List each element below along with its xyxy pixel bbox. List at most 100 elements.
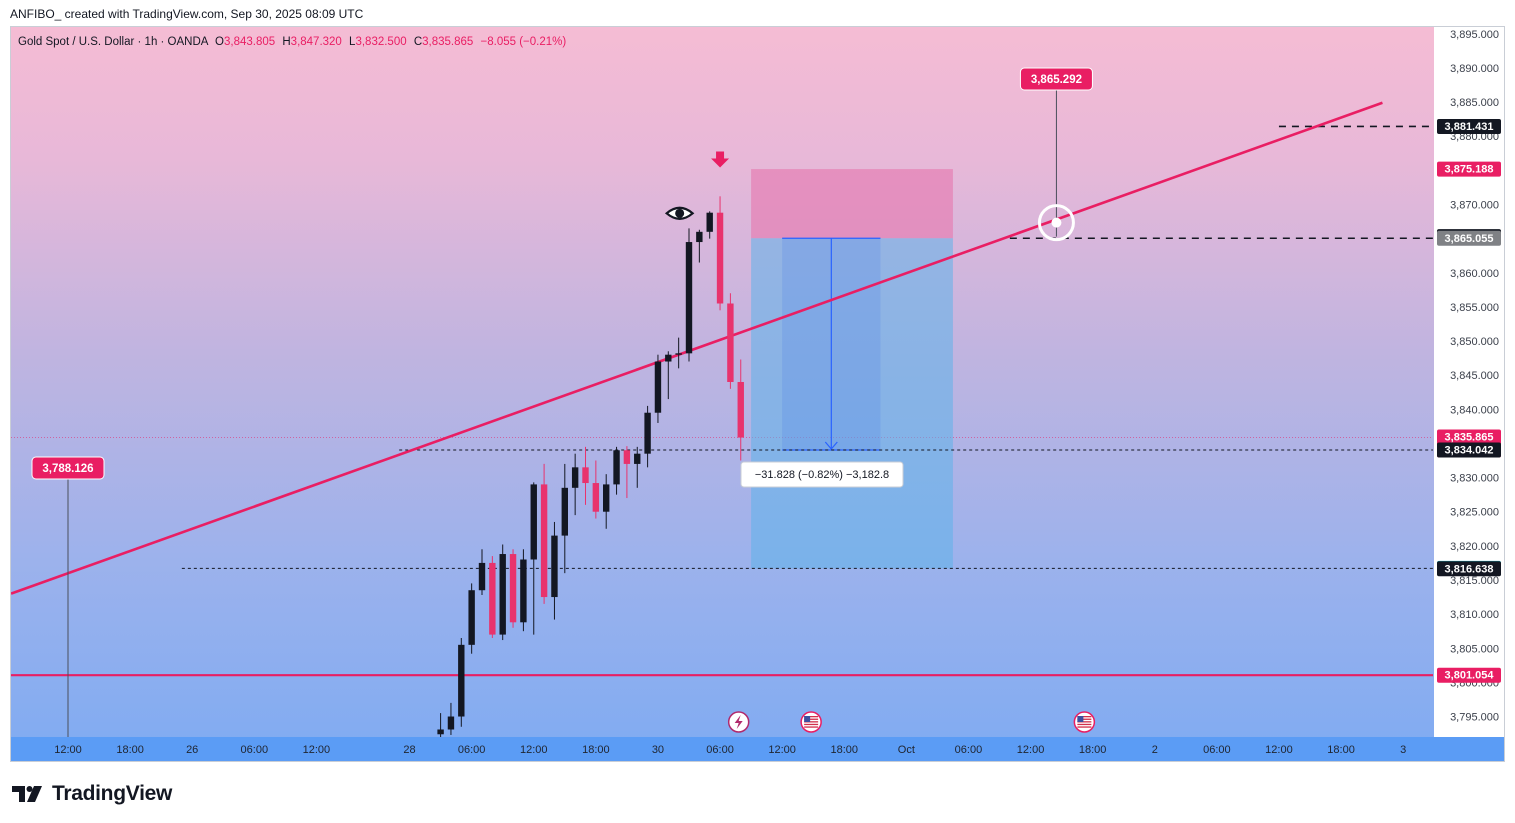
candle-51[interactable] [592,460,600,519]
time-axis[interactable]: 12:00 18:00 26 06:00 12:00 28 06:00 12:00 18:00 3… [11,737,1505,762]
candle-46[interactable] [540,463,548,604]
time-tick-label: 06:00 [458,744,486,756]
symbol-info: Gold Spot / U.S. Dollar · 1h · OANDA O3,… [18,36,566,48]
tradingview-brand: TradingView [52,782,173,805]
callout-box[interactable] [1019,67,1093,91]
price-callout[interactable]: 3,788.126 [31,456,105,480]
candle-body [437,729,444,735]
event-bolt [734,715,743,729]
price-tag[interactable]: 3,834.042 [1437,442,1501,458]
price-tag[interactable]: 3,816.638 [1437,561,1501,577]
price-tick-label: 3,840.000 [1450,404,1499,416]
time-tick-label: 30 [652,744,664,756]
candle-41[interactable] [489,556,496,639]
price-tag[interactable]: 3,865.055 [1437,230,1501,246]
candle-45[interactable] [530,482,537,635]
time-tick-label: 06:00 [706,744,734,756]
price-tick-label: 3,820.000 [1450,541,1499,553]
flag-stripe [804,726,819,728]
candle-body [634,453,641,464]
candle-52[interactable] [603,474,610,529]
price-tag-label: 3,801.054 [1445,670,1495,682]
candle-body [623,450,631,464]
high-label: H [282,36,291,48]
price-tag-label: 3,881.431 [1445,121,1494,133]
candle-body [509,554,517,623]
time-tick-label: 18:00 [1079,744,1107,756]
candle-60[interactable] [685,228,693,362]
economic-event-icon[interactable] [727,711,750,733]
price-axis[interactable]: 3,795.0003,800.0003,805.0003,810.0003,81… [1434,27,1505,762]
target-circle-icon[interactable] [1037,204,1075,242]
candle-48[interactable] [561,463,568,574]
candle-body [561,487,568,536]
price-tag[interactable]: 3,801.054 [1437,667,1501,683]
time-tick-label: 2 [1152,744,1158,756]
price-tick-label: 3,895.000 [1450,29,1499,41]
candle-65[interactable] [737,359,744,461]
price-tag[interactable]: 3,875.188 [1437,161,1501,177]
rising-trendline[interactable] [11,101,1383,595]
time-tick-label: 18:00 [1327,744,1355,756]
candle-40[interactable] [478,549,486,595]
candle-36[interactable] [437,713,444,738]
flag-stripe [804,721,819,723]
candle-57[interactable] [654,354,662,423]
price-chart[interactable]: 3,865.292 3,788.126 −31.828 (−0.82%) −3,18… [11,27,1505,762]
time-tick-label: 12:00 [520,744,548,756]
high-value: 3,847.320 [290,36,342,48]
time-tick-label: 26 [186,744,198,756]
us-event-flag-icon[interactable] [1073,711,1096,733]
chart-panel[interactable]: 3,865.292 3,788.126 −31.828 (−0.82%) −3,18… [10,26,1505,762]
flag-stripe [1077,726,1092,728]
candle-53[interactable] [613,446,620,495]
time-tick-label: Oct [898,744,915,756]
candle-58[interactable] [665,351,672,400]
time-axis-corner [1434,737,1504,761]
candle-44[interactable] [520,549,527,632]
price-tag[interactable]: 3,881.431 [1437,118,1501,134]
candle-54[interactable] [623,446,631,499]
stop-loss-zone[interactable] [751,169,953,239]
candle-39[interactable] [468,583,475,654]
candle-37[interactable] [447,702,455,735]
tradingview-footer: TradingView [12,782,172,806]
time-tick-label: 3 [1400,744,1406,756]
time-tick-label: 12:00 [1017,744,1045,756]
candle-body [571,467,579,488]
flag-stripe [804,718,819,720]
candle-body [520,559,527,623]
price-tick-label: 3,855.000 [1450,302,1499,314]
candle-56[interactable] [644,405,651,468]
candle-55[interactable] [634,446,641,488]
flag-stripe [1077,716,1092,718]
close-value: 3,835.865 [422,36,474,48]
candle-50[interactable] [582,446,589,505]
candle-64[interactable] [727,293,734,389]
flag-stripe [1077,723,1092,726]
symbol-title[interactable]: Gold Spot / U.S. Dollar · 1h · OANDA [18,36,208,48]
candle-62[interactable] [706,211,713,239]
plot-area[interactable] [11,90,1433,738]
time-tick-label: 18:00 [830,744,858,756]
time-tick-label: 12:00 [768,744,796,756]
candle-61[interactable] [696,229,703,263]
candle-43[interactable] [509,549,517,628]
price-tick-label: 3,805.000 [1450,643,1499,655]
price-tag-label: 3,834.042 [1445,444,1494,456]
candle-body [737,382,744,438]
candle-49[interactable] [571,453,579,516]
time-tick-label: 12:00 [1265,744,1293,756]
candle-38[interactable] [458,638,465,727]
candle-42[interactable] [499,544,506,641]
callout-box[interactable] [31,456,105,480]
candle-63[interactable] [716,196,724,311]
us-event-flag-icon[interactable] [800,711,822,733]
chart-credit: ANFIBO_ created with TradingView.com, Se… [10,7,364,21]
price-callout[interactable]: 3,865.292 [1019,67,1093,91]
candle-body [540,484,548,598]
candle-body [644,412,651,454]
price-tick-label: 3,890.000 [1450,63,1499,75]
candle-59[interactable] [675,337,682,369]
candle-47[interactable] [551,521,558,620]
